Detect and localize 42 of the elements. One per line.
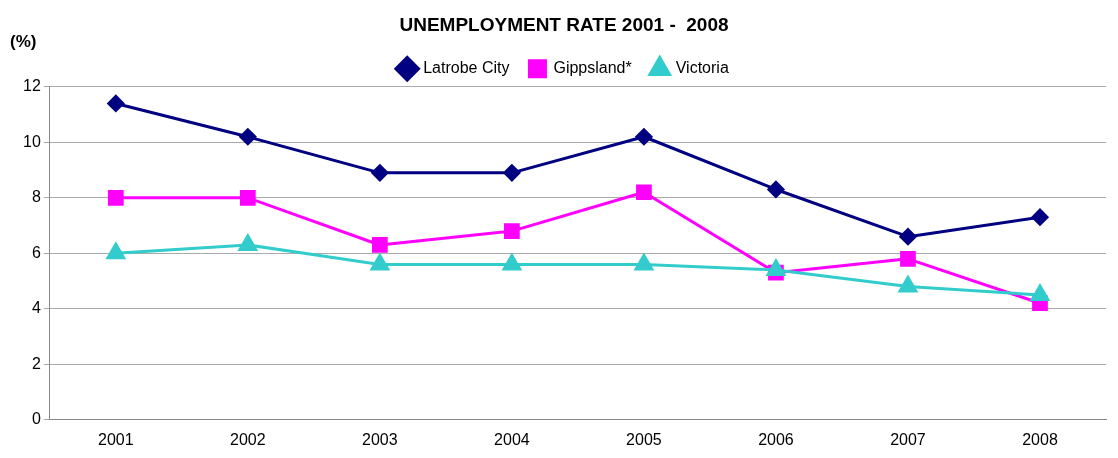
- y-tick-label: 4: [31, 299, 41, 317]
- point: [766, 259, 786, 276]
- x-tick-label: 2008: [1022, 430, 1058, 448]
- point: [107, 189, 124, 206]
- point: [504, 223, 520, 239]
- y-axis-title: (%): [10, 32, 37, 52]
- y-tick-label: 10: [23, 132, 41, 150]
- y-tick-label: 12: [23, 77, 41, 95]
- point: [371, 164, 389, 182]
- point: [1030, 284, 1050, 301]
- point: [767, 180, 785, 198]
- point: [238, 234, 258, 251]
- x-tick-label: 2002: [230, 430, 266, 448]
- legend-label: Latrobe City: [423, 59, 510, 77]
- point: [107, 94, 125, 112]
- x-tick-label: 2007: [890, 430, 926, 448]
- chart-title: UNEMPLOYMENT RATE 2001 - 2008: [399, 13, 729, 35]
- point: [899, 228, 917, 246]
- x-tick-label: 2001: [98, 430, 134, 448]
- x-tick-label: 2006: [758, 430, 794, 448]
- point: [898, 276, 918, 293]
- x-tick-label: 2003: [362, 430, 398, 448]
- point: [239, 189, 256, 206]
- x-tick-label: 2004: [494, 430, 530, 448]
- point: [106, 242, 126, 260]
- point: [900, 250, 916, 267]
- point: [636, 184, 652, 201]
- y-tick-label: 6: [31, 243, 41, 261]
- point: [635, 128, 653, 146]
- legend-label: Gippsland*: [553, 59, 632, 77]
- point: [502, 253, 522, 271]
- point: [372, 237, 388, 253]
- legend-label: Victoria: [675, 59, 729, 77]
- point: [634, 253, 654, 271]
- y-tick-label: 8: [31, 188, 41, 206]
- point: [239, 128, 257, 146]
- point: [503, 164, 521, 182]
- x-tick-label: 2005: [626, 430, 662, 448]
- point: [1031, 208, 1049, 226]
- y-tick-label: 0: [31, 410, 41, 428]
- y-tick-label: 2: [31, 354, 41, 372]
- point: [370, 253, 390, 271]
